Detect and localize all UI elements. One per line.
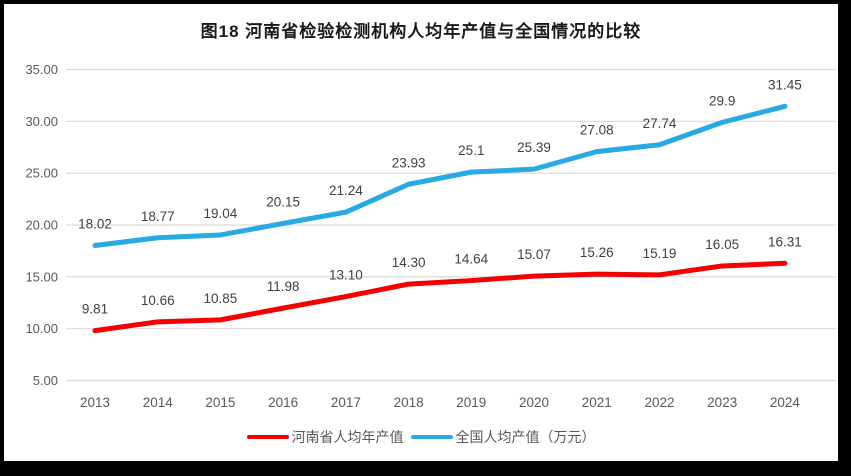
svg-text:16.31: 16.31 <box>768 234 802 249</box>
svg-text:27.08: 27.08 <box>580 123 614 138</box>
svg-text:25.39: 25.39 <box>517 140 551 155</box>
svg-text:2017: 2017 <box>331 395 361 410</box>
svg-text:13.10: 13.10 <box>329 268 363 283</box>
svg-text:2020: 2020 <box>519 395 549 410</box>
legend-line-henan-icon <box>246 435 289 439</box>
svg-text:15.07: 15.07 <box>517 247 551 262</box>
svg-text:25.00: 25.00 <box>25 166 58 181</box>
svg-text:25.1: 25.1 <box>458 143 484 158</box>
svg-text:2021: 2021 <box>582 395 612 410</box>
svg-text:18.02: 18.02 <box>78 217 112 232</box>
svg-text:2014: 2014 <box>143 395 174 410</box>
svg-text:10.85: 10.85 <box>204 291 238 306</box>
svg-text:30.00: 30.00 <box>25 114 58 129</box>
svg-text:11.98: 11.98 <box>267 279 300 294</box>
svg-text:2015: 2015 <box>205 395 235 410</box>
svg-text:18.77: 18.77 <box>141 209 175 224</box>
svg-text:15.00: 15.00 <box>25 269 58 284</box>
svg-text:27.74: 27.74 <box>643 116 677 131</box>
svg-text:23.93: 23.93 <box>392 155 426 170</box>
svg-text:14.30: 14.30 <box>392 255 426 270</box>
chart-legend: 河南省人均年产值 全国人均产值（万元） <box>4 427 838 447</box>
svg-text:2019: 2019 <box>456 395 486 410</box>
svg-text:10.00: 10.00 <box>25 321 58 336</box>
legend-item-henan: 河南省人均年产值 <box>246 427 404 447</box>
svg-text:20.15: 20.15 <box>266 194 300 209</box>
legend-item-national: 全国人均产值（万元） <box>410 427 596 447</box>
svg-text:21.24: 21.24 <box>329 183 363 198</box>
legend-label-national: 全国人均产值（万元） <box>455 429 596 445</box>
svg-text:2022: 2022 <box>644 395 674 410</box>
svg-text:5.00: 5.00 <box>33 373 58 388</box>
legend-label-henan: 河南省人均年产值 <box>291 429 404 445</box>
line-chart-plot: 5.00 10.00 15.00 20.00 25.00 30.00 35.00 2013 20… <box>25 62 836 410</box>
svg-text:19.04: 19.04 <box>204 206 238 221</box>
svg-text:29.9: 29.9 <box>709 93 735 108</box>
svg-text:2023: 2023 <box>707 395 737 410</box>
svg-text:2016: 2016 <box>268 395 298 410</box>
svg-text:20.00: 20.00 <box>25 218 58 233</box>
svg-text:2024: 2024 <box>770 395 801 410</box>
svg-text:15.19: 15.19 <box>643 246 677 261</box>
svg-text:14.64: 14.64 <box>454 252 488 267</box>
svg-text:9.81: 9.81 <box>82 302 108 317</box>
svg-text:10.66: 10.66 <box>141 293 175 308</box>
svg-text:2018: 2018 <box>394 395 424 410</box>
chart-canvas: 图18 河南省检验检测机构人均年产值与全国情况的比较 5.00 10.00 15.0… <box>4 4 838 461</box>
svg-text:35.00: 35.00 <box>25 62 58 77</box>
legend-line-national-icon <box>410 435 453 439</box>
svg-text:2013: 2013 <box>80 395 110 410</box>
svg-text:31.45: 31.45 <box>768 77 802 92</box>
svg-text:15.26: 15.26 <box>580 245 614 260</box>
svg-text:16.05: 16.05 <box>705 237 739 252</box>
chart-title: 图18 河南省检验检测机构人均年产值与全国情况的比较 <box>200 22 642 41</box>
